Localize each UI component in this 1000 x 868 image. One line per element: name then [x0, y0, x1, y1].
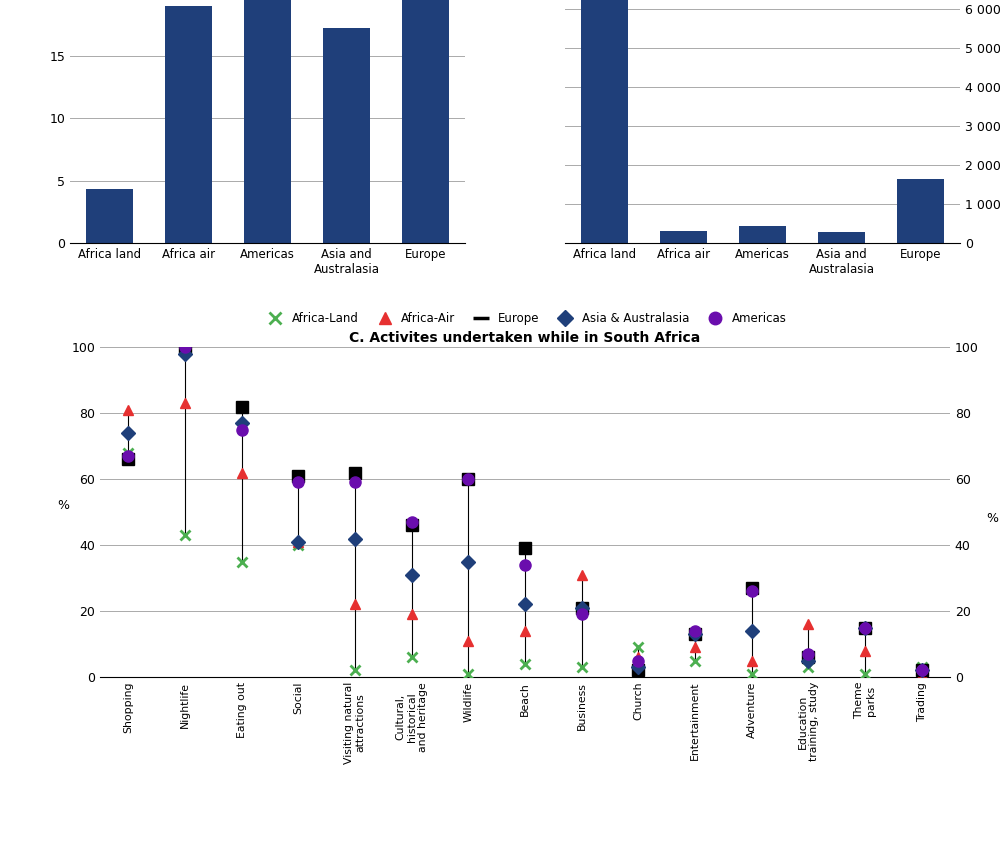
Bar [581, 0, 628, 243]
Bar [897, 179, 944, 243]
Bar [818, 232, 865, 243]
Y-axis label: %: % [987, 512, 999, 525]
Bar [244, 0, 291, 243]
Bar [402, 0, 449, 243]
Bar [660, 232, 707, 243]
Title: C. Activites undertaken while in South Africa: C. Activites undertaken while in South A… [349, 331, 701, 345]
Legend: Africa-Land, Africa-Air, Europe, Asia & Australasia, Americas: Africa-Land, Africa-Air, Europe, Asia & … [259, 307, 791, 329]
Bar [86, 189, 133, 243]
Y-axis label: %: % [57, 499, 69, 512]
Bar [323, 28, 370, 243]
Bar [165, 5, 212, 243]
Bar [739, 227, 786, 243]
